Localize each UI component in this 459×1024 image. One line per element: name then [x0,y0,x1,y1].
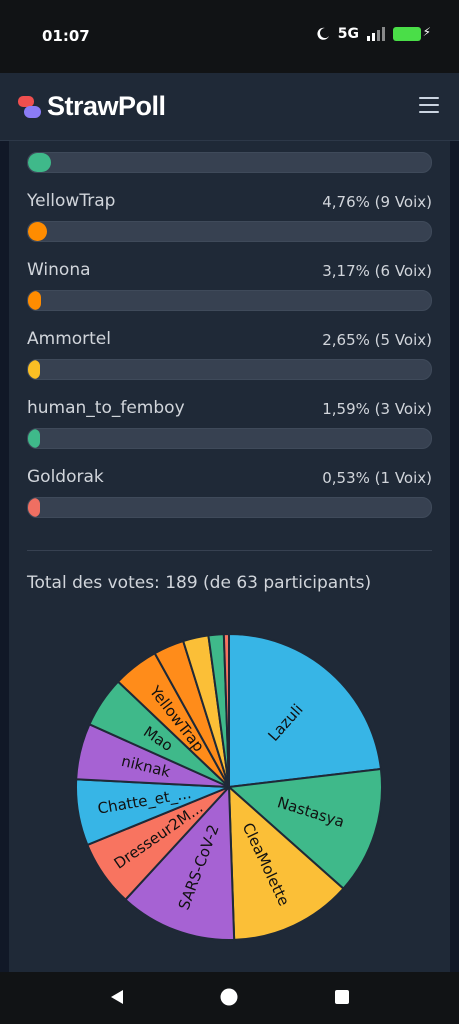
charging-icon: ⚡ [422,25,431,39]
battery-icon: ⚡ [393,25,431,41]
option-percentage: 3,17% (6 Voix) [322,262,432,280]
poll-results: YellowTrap 4,76% (9 Voix) Winona 3,17% (6 V… [0,141,459,972]
home-icon[interactable] [220,988,238,1006]
result-bar-fill [28,153,52,172]
option-label: Ammortel [27,329,111,349]
result-bar-fill [28,429,41,448]
option-label: Winona [27,260,91,280]
result-bar [27,497,432,518]
menu-button[interactable] [419,97,439,115]
option-label: human_to_femboy [27,398,185,418]
status-time: 01:07 [42,27,90,45]
network-type: 5G [337,26,359,42]
result-bar-fill [28,222,48,241]
option-label: Goldorak [27,467,104,487]
app-header: StrawPoll [0,73,459,141]
result-bar-top [27,152,432,173]
result-bar [27,290,432,311]
app-name: StrawPoll [47,91,166,121]
status-icons: 5G ⚡ [316,25,431,42]
status-bar: 01:07 5G ⚡ [0,0,459,73]
total-votes: Total des votes: 189 (de 63 participants… [27,573,372,593]
result-bar-fill [28,360,41,379]
option-percentage: 4,76% (9 Voix) [322,193,432,211]
option-label: YellowTrap [27,191,116,211]
pie-slice[interactable] [227,784,345,941]
divider [27,550,432,551]
result-bar-fill [28,291,41,310]
moon-icon [317,27,329,40]
pie-slice[interactable] [226,767,383,891]
back-icon[interactable] [108,988,126,1006]
system-nav-bar [0,972,459,1024]
signal-icon [367,27,385,41]
pie-slice[interactable] [222,632,230,788]
option-percentage: 1,59% (3 Voix) [322,400,432,418]
recents-icon[interactable] [333,988,351,1006]
pie-chart: Lazuli Nastasya CleaMolette SARS-CoV-2 Dress… [73,631,385,943]
results-card: YellowTrap 4,76% (9 Voix) Winona 3,17% (6 V… [9,141,450,972]
result-bar [27,221,432,242]
result-bar [27,359,432,380]
logo[interactable]: StrawPoll [17,91,166,122]
option-percentage: 0,53% (1 Voix) [322,469,432,487]
pie-slice[interactable] [124,784,236,941]
option-percentage: 2,65% (5 Voix) [322,331,432,349]
result-bar-fill [28,498,41,517]
strawpoll-logo-icon [18,95,41,118]
pie-slice[interactable] [228,632,383,789]
result-bar [27,428,432,449]
